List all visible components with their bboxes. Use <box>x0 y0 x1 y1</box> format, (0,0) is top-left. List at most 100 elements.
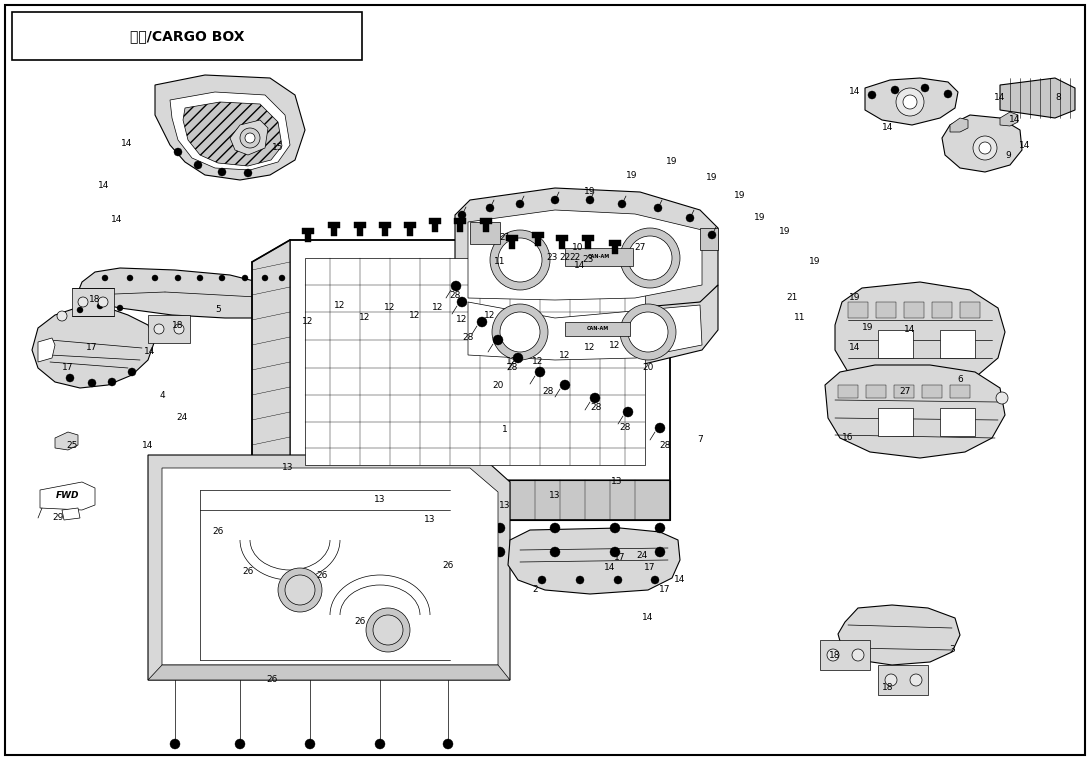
Circle shape <box>827 649 839 661</box>
Text: 13: 13 <box>611 477 622 486</box>
Text: 28: 28 <box>507 363 518 372</box>
Polygon shape <box>170 92 290 170</box>
Text: 24: 24 <box>637 550 647 559</box>
Text: 14: 14 <box>121 138 133 147</box>
Polygon shape <box>506 235 518 249</box>
Text: 14: 14 <box>675 575 686 584</box>
Bar <box>148 315 190 343</box>
Polygon shape <box>404 222 416 236</box>
Circle shape <box>535 367 545 377</box>
Circle shape <box>98 297 108 307</box>
Text: 21: 21 <box>786 293 798 302</box>
Circle shape <box>490 230 550 290</box>
Bar <box>879 665 928 695</box>
Circle shape <box>197 275 203 281</box>
Polygon shape <box>302 228 314 242</box>
Text: 12: 12 <box>484 311 496 319</box>
Circle shape <box>654 204 662 212</box>
Text: 28: 28 <box>619 423 631 432</box>
Text: 28: 28 <box>449 290 461 299</box>
Polygon shape <box>354 222 366 236</box>
Circle shape <box>451 281 461 291</box>
Circle shape <box>174 324 184 334</box>
Text: 12: 12 <box>609 340 620 350</box>
Circle shape <box>279 275 284 281</box>
Circle shape <box>218 168 226 176</box>
Text: 3: 3 <box>949 645 955 654</box>
Circle shape <box>57 311 66 321</box>
Circle shape <box>538 576 546 584</box>
Polygon shape <box>455 188 718 315</box>
Polygon shape <box>825 365 1005 458</box>
Circle shape <box>242 275 249 281</box>
Polygon shape <box>455 285 718 368</box>
Text: 20: 20 <box>642 363 654 372</box>
Circle shape <box>278 568 322 612</box>
Polygon shape <box>609 240 621 254</box>
Polygon shape <box>78 268 290 318</box>
Circle shape <box>443 739 453 749</box>
Text: 14: 14 <box>994 93 1006 103</box>
Text: 19: 19 <box>584 188 596 197</box>
Polygon shape <box>904 302 924 318</box>
Bar <box>565 322 630 336</box>
Polygon shape <box>838 605 960 665</box>
Bar <box>700 228 718 250</box>
Circle shape <box>623 407 633 417</box>
Circle shape <box>152 275 158 281</box>
Polygon shape <box>922 385 942 398</box>
Polygon shape <box>848 302 868 318</box>
Text: 12: 12 <box>457 315 468 325</box>
Text: 19: 19 <box>735 191 746 200</box>
Polygon shape <box>865 385 886 398</box>
Circle shape <box>366 608 410 652</box>
Polygon shape <box>230 120 268 155</box>
Text: 17: 17 <box>62 363 74 372</box>
Circle shape <box>610 547 620 557</box>
Circle shape <box>903 95 917 109</box>
Text: 12: 12 <box>335 300 346 309</box>
Polygon shape <box>865 78 958 125</box>
Circle shape <box>244 169 252 177</box>
Polygon shape <box>942 115 1022 172</box>
Circle shape <box>513 353 523 363</box>
Bar <box>72 288 114 316</box>
Circle shape <box>128 368 136 376</box>
Circle shape <box>550 523 560 533</box>
Circle shape <box>458 211 467 219</box>
Polygon shape <box>62 508 80 520</box>
Text: 13: 13 <box>374 496 386 505</box>
Polygon shape <box>582 235 594 249</box>
Text: 19: 19 <box>666 157 678 166</box>
Polygon shape <box>835 282 1005 385</box>
Text: 14: 14 <box>849 87 861 97</box>
Polygon shape <box>54 432 78 450</box>
Circle shape <box>457 297 467 307</box>
Circle shape <box>78 297 88 307</box>
Text: 28: 28 <box>659 441 670 449</box>
Text: 27: 27 <box>899 388 910 397</box>
Text: 14: 14 <box>98 181 110 189</box>
Polygon shape <box>950 385 970 398</box>
Circle shape <box>102 275 108 281</box>
Circle shape <box>77 307 83 313</box>
Circle shape <box>375 739 385 749</box>
Text: 28: 28 <box>462 334 474 343</box>
Text: 19: 19 <box>779 227 790 236</box>
Text: 13: 13 <box>499 501 511 509</box>
Polygon shape <box>155 75 305 180</box>
Circle shape <box>194 161 202 169</box>
Circle shape <box>576 576 584 584</box>
Circle shape <box>516 200 524 208</box>
Text: 24: 24 <box>177 413 187 423</box>
Circle shape <box>651 576 659 584</box>
Polygon shape <box>40 482 95 510</box>
Text: 12: 12 <box>302 318 314 327</box>
Polygon shape <box>876 302 896 318</box>
Bar <box>940 330 974 358</box>
Polygon shape <box>252 240 290 520</box>
Text: 14: 14 <box>882 123 894 132</box>
Text: 12: 12 <box>385 303 396 312</box>
Polygon shape <box>305 258 645 465</box>
Circle shape <box>375 547 385 557</box>
